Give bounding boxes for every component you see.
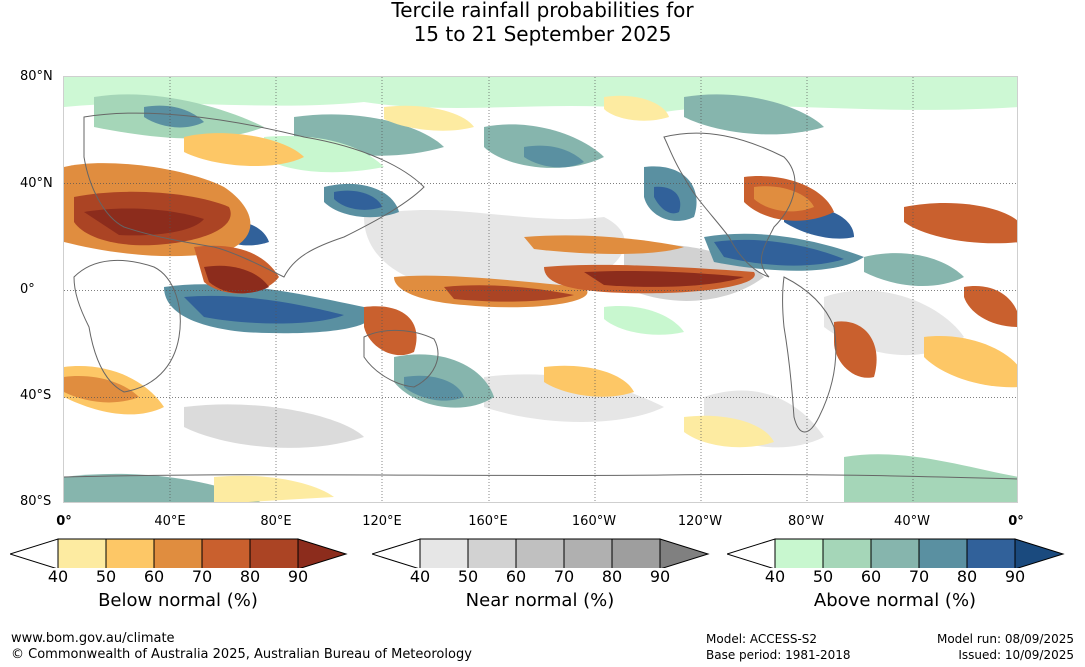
- legend-tick: 80: [239, 567, 261, 586]
- lat-label-0: 0°: [20, 282, 35, 297]
- legend-caption: Below normal (%): [98, 590, 258, 611]
- legend-tick: 50: [457, 567, 479, 586]
- lon-label-0-west: 0°: [56, 514, 72, 529]
- legend-swatch: [249, 538, 299, 568]
- footer-base-period: Base period: 1981-2018: [706, 648, 851, 662]
- legend-swatch: [201, 538, 251, 568]
- lon-label-80w: 80°W: [788, 514, 824, 529]
- legend-tick: 40: [47, 567, 69, 586]
- legend-tick: 70: [553, 567, 575, 586]
- title-line-2: 15 to 21 September 2025: [413, 22, 672, 46]
- legend-tick: 60: [860, 567, 882, 586]
- legend-arrow-low: [727, 538, 776, 568]
- legend-tick: 90: [287, 567, 309, 586]
- legend-swatch: [105, 538, 155, 568]
- legend-swatch: [918, 538, 968, 568]
- legend-tick: 90: [649, 567, 671, 586]
- legend-swatch: [515, 538, 565, 568]
- lat-label-40s: 40°S: [20, 388, 52, 403]
- legend-near-colorbar: [372, 538, 710, 568]
- legend-tick: 60: [505, 567, 527, 586]
- lon-label-160e: 160°E: [468, 514, 508, 529]
- legend-tick: 50: [812, 567, 834, 586]
- lat-label-80n: 80°N: [20, 69, 53, 84]
- legend-tick: 80: [956, 567, 978, 586]
- legend-swatch: [822, 538, 872, 568]
- footer-model-run: Model run: 08/09/2025: [936, 632, 1074, 646]
- footer-copyright: © Commonwealth of Australia 2025, Austra…: [11, 647, 472, 662]
- title-line-1: Tercile rainfall probabilities for: [391, 0, 694, 22]
- footer-url: www.bom.gov.au/climate: [11, 631, 175, 646]
- legend-arrow-high: [297, 538, 348, 568]
- map-canvas: [64, 77, 1017, 502]
- lon-label-40e: 40°E: [154, 514, 186, 529]
- legend-swatch: [153, 538, 203, 568]
- legend-tick: 40: [764, 567, 786, 586]
- lon-label-0-east: 0°: [1008, 514, 1024, 529]
- legend-arrow-high: [1014, 538, 1065, 568]
- legend-swatch: [966, 538, 1016, 568]
- legend-above-colorbar: [727, 538, 1065, 568]
- legend-swatch: [774, 538, 824, 568]
- legend-swatch: [870, 538, 920, 568]
- legend-arrow-low: [372, 538, 421, 568]
- lon-label-40w: 40°W: [894, 514, 930, 529]
- lon-label-120e: 120°E: [362, 514, 402, 529]
- legend-tick: 70: [908, 567, 930, 586]
- legend-tick: 90: [1004, 567, 1026, 586]
- lat-label-40n: 40°N: [20, 176, 53, 191]
- legend-caption: Above normal (%): [813, 590, 977, 611]
- lon-label-80e: 80°E: [260, 514, 292, 529]
- legend-caption: Near normal (%): [465, 590, 615, 611]
- legend-tick: 50: [95, 567, 117, 586]
- lon-label-120w: 120°W: [677, 514, 723, 529]
- lon-label-160w: 160°W: [571, 514, 617, 529]
- legend-swatch: [419, 538, 469, 568]
- legend-tick: 40: [409, 567, 431, 586]
- legend-tick: 60: [143, 567, 165, 586]
- lat-label-80s: 80°S: [20, 494, 52, 509]
- chart-title: Tercile rainfall probabilities for 15 to…: [0, 0, 1085, 46]
- footer-issued: Issued: 10/09/2025: [958, 648, 1074, 662]
- legend-swatch: [563, 538, 613, 568]
- legend-tick: 70: [191, 567, 213, 586]
- footer-model: Model: ACCESS-S2: [706, 632, 818, 646]
- legend-tick: 80: [601, 567, 623, 586]
- legend-arrow-high: [659, 538, 710, 568]
- legend-swatch: [467, 538, 517, 568]
- legend-swatch: [57, 538, 107, 568]
- probability-map: [63, 76, 1018, 503]
- legend-arrow-low: [10, 538, 59, 568]
- legend-swatch: [611, 538, 661, 568]
- legend-below-colorbar: [10, 538, 348, 568]
